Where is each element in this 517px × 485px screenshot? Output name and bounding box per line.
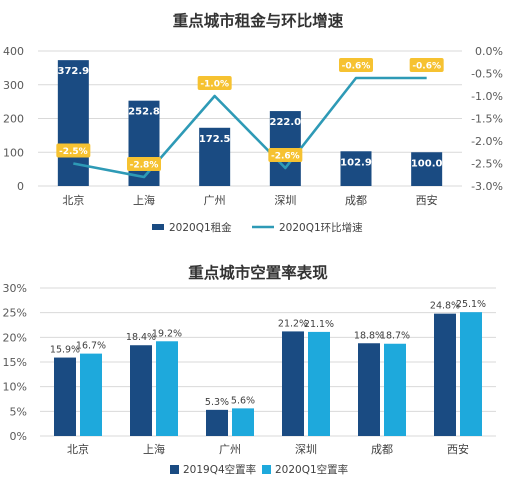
vacancy-category-label: 北京	[67, 442, 89, 456]
growth-badge	[268, 148, 303, 162]
vacancy-data-label: 18.7%	[380, 331, 410, 342]
growth-badge	[56, 143, 91, 158]
vacancy-data-label: 18.8%	[354, 330, 384, 341]
rent-category-label: 深圳	[274, 194, 296, 207]
growth-data-label: -0.6%	[412, 62, 441, 72]
rent-bar-data-label: 222.0	[270, 117, 302, 128]
growth-data-label: -2.5%	[59, 147, 88, 157]
vacancy-chart-title: 重点城市空置率表现	[188, 263, 328, 282]
vacancy-data-label: 21.1%	[304, 319, 334, 330]
rent-category-label: 西安	[416, 193, 438, 207]
vacancy-bar	[460, 312, 482, 436]
growth-data-label: -0.6%	[342, 62, 371, 72]
growth-badge	[127, 157, 161, 171]
legend-swatch-rent	[152, 224, 164, 230]
rent-left-tick-label: 300	[3, 79, 24, 92]
legend-label-rent: 2020Q1租金	[169, 221, 232, 234]
vacancy-category-label: 深圳	[295, 443, 317, 456]
rent-chart: 重点城市租金与环比增速 0 100 200 300 400 -3.0% -2.5% -2.0%…	[3, 11, 503, 234]
vacancy-bar	[54, 357, 76, 436]
rent-bar-data-label: 372.9	[58, 66, 90, 77]
rent-left-tick-label: 0	[17, 180, 24, 193]
vacancy-bar	[358, 343, 380, 436]
rent-category-label: 北京	[62, 193, 84, 207]
rent-right-tick-label: 0.0%	[475, 45, 503, 58]
legend-label-2019q4: 2019Q4空置率	[183, 463, 256, 476]
growth-data-label: -2.6%	[271, 152, 300, 162]
vacancy-bar	[206, 409, 228, 436]
vacancy-data-label: 16.7%	[76, 341, 106, 352]
legend-swatch-2019q4	[170, 465, 179, 474]
rent-category-label: 成都	[345, 194, 367, 207]
vacancy-category-label: 成都	[371, 443, 393, 456]
rent-bar	[411, 152, 443, 186]
rent-bar	[199, 127, 231, 186]
vacancy-bar	[384, 343, 406, 436]
vacancy-category-label: 西安	[447, 442, 469, 456]
vacancy-bar	[308, 331, 330, 436]
vacancy-data-label: 5.6%	[231, 395, 255, 406]
vacancy-bar	[156, 341, 178, 436]
growth-data-label: -1.0%	[200, 80, 229, 90]
rent-bar-data-label: 102.9	[340, 157, 372, 168]
vacancy-data-label: 25.1%	[456, 299, 486, 310]
rent-right-tick-label: -0.5%	[471, 68, 503, 81]
rent-chart-title: 重点城市租金与环比增速	[173, 11, 344, 30]
legend-label-2020q1: 2020Q1空置率	[275, 463, 348, 476]
vacancy-tick-label: 0%	[10, 430, 27, 443]
rent-left-tick-label: 200	[3, 113, 24, 126]
rent-right-tick-label: -2.5%	[471, 158, 503, 171]
vacancy-bar	[130, 345, 152, 436]
rent-category-label: 上海	[133, 193, 155, 207]
rent-right-tick-label: -1.0%	[471, 90, 503, 103]
rent-right-tick-label: -3.0%	[471, 180, 503, 193]
rent-left-tick-label: 400	[3, 45, 24, 58]
rent-left-tick-label: 100	[3, 146, 24, 159]
rent-bar-data-label: 252.8	[128, 107, 160, 118]
vacancy-tick-label: 10%	[3, 381, 27, 394]
vacancy-bar	[80, 353, 102, 436]
vacancy-tick-label: 25%	[3, 307, 27, 320]
vacancy-tick-label: 15%	[3, 356, 27, 369]
growth-badge	[197, 76, 232, 90]
rent-category-label: 广州	[204, 194, 226, 207]
vacancy-data-label: 19.2%	[152, 328, 182, 339]
vacancy-data-label: 18.4%	[126, 332, 156, 343]
vacancy-category-label: 广州	[219, 443, 241, 456]
growth-badge	[409, 58, 444, 72]
growth-data-label: -2.8%	[130, 161, 159, 171]
vacancy-tick-label: 20%	[3, 331, 27, 344]
vacancy-data-label: 24.8%	[430, 301, 460, 312]
legend-label-growth: 2020Q1环比增速	[279, 221, 363, 234]
vacancy-bar	[232, 408, 254, 436]
vacancy-category-label: 上海	[143, 442, 165, 456]
vacancy-bar	[434, 313, 456, 436]
rent-bar	[340, 151, 372, 186]
rent-right-tick-label: -1.5%	[471, 113, 503, 126]
rent-bar	[128, 100, 160, 186]
growth-badge	[339, 58, 373, 72]
vacancy-data-label: 15.9%	[50, 345, 80, 356]
rent-bar-data-label: 172.5	[199, 134, 231, 145]
legend-swatch-2020q1	[262, 465, 271, 474]
vacancy-bar	[282, 331, 304, 436]
rent-right-tick-label: -2.0%	[471, 135, 503, 148]
vacancy-tick-label: 5%	[10, 405, 27, 418]
rent-bar-data-label: 100.0	[411, 158, 443, 169]
vacancy-data-label: 5.3%	[205, 397, 229, 408]
growth-line	[73, 76, 427, 179]
vacancy-tick-label: 30%	[3, 282, 27, 295]
vacancy-data-label: 21.2%	[278, 318, 308, 329]
